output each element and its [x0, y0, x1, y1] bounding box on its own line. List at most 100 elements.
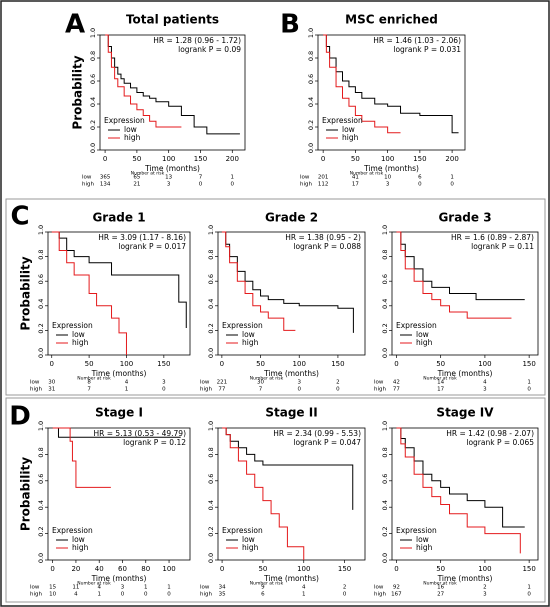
plot-frame [47, 231, 191, 356]
risk-count: 1 [302, 592, 306, 598]
survival-curve [396, 427, 525, 528]
risk-row-label: high [300, 182, 313, 188]
x-tick-label: 0 [321, 155, 325, 163]
risk-table-title: Number at risk [250, 581, 284, 587]
x-tick-label: 0 [103, 155, 107, 163]
risk-row-label: low [374, 380, 384, 386]
x-tick-label: 100 [162, 565, 175, 573]
x-tick-label: 0 [220, 565, 224, 573]
x-tick-label: 150 [413, 155, 426, 163]
y-tick-label: 0.0 [207, 553, 215, 563]
risk-count: 0 [231, 182, 235, 188]
x-axis-label: Time (months) [263, 369, 319, 378]
risk-count: 1 [527, 585, 531, 591]
risk-count: 9 [261, 585, 265, 591]
annotation: logrank P = 0.088 [293, 242, 361, 251]
y-tick-label: 1.0 [37, 421, 45, 431]
risk-row-label: high [200, 592, 213, 598]
risk-count: 0 [297, 387, 301, 393]
risk-count: 30 [257, 380, 264, 386]
risk-table-title: Number at risk [250, 376, 284, 382]
risk-count: 3 [167, 182, 171, 188]
chart-title: Stage I [95, 406, 143, 420]
risk-count: 0 [162, 387, 166, 393]
risk-table-title: Number at risk [77, 581, 111, 587]
plot-frame [99, 34, 246, 151]
risk-count: 2 [483, 585, 487, 591]
x-tick-label: 150 [522, 360, 535, 368]
chart-title: Grade 1 [92, 211, 145, 225]
risk-count: 4 [302, 585, 306, 591]
plot-frame [391, 427, 539, 561]
risk-count: 7 [259, 387, 263, 393]
legend-label: high [242, 338, 259, 347]
x-tick-label: 100 [381, 155, 394, 163]
legend-label: low [342, 125, 355, 134]
x-tick-label: 0 [50, 565, 54, 573]
risk-count: 42 [393, 380, 400, 386]
legend-label: high [72, 338, 89, 347]
survival-curve [51, 231, 187, 328]
risk-count: 17 [352, 182, 359, 188]
y-tick-label: 0.8 [307, 51, 315, 61]
risk-count: 8 [87, 380, 91, 386]
legend-label: low [124, 125, 137, 134]
y-tick-label: 0.0 [89, 143, 97, 153]
annotation: logrank P = 0.031 [393, 45, 461, 54]
legend-label: low [72, 535, 85, 544]
risk-table-title: Number at risk [77, 376, 111, 382]
x-tick-label: 150 [338, 565, 351, 573]
y-tick-label: 0.6 [207, 474, 215, 484]
x-tick-label: 80 [141, 565, 150, 573]
survival-curve [323, 34, 401, 134]
risk-count: 6 [418, 175, 422, 181]
y-tick-label: 0.8 [89, 51, 97, 61]
chart-title: MSC enriched [345, 13, 438, 27]
x-tick-label: 100 [120, 360, 133, 368]
risk-count: 92 [393, 585, 400, 591]
y-tick-label: 0.0 [37, 553, 45, 563]
risk-count: 167 [391, 592, 402, 598]
x-tick-label: 100 [297, 565, 310, 573]
y-axis-label: Probability [71, 55, 85, 129]
row-frame [5, 397, 546, 603]
risk-count: 2 [343, 585, 347, 591]
legend-label: high [342, 133, 359, 142]
y-tick-label: 0.2 [307, 120, 315, 130]
y-tick-label: 0.6 [307, 74, 315, 84]
annotation: logrank P = 0.065 [466, 438, 534, 447]
risk-count: 1 [167, 585, 171, 591]
survival-curve [51, 231, 127, 355]
plot-frame [47, 427, 191, 561]
y-tick-label: 0.6 [37, 474, 45, 484]
risk-table-title: Number at risk [423, 376, 457, 382]
chart-title: Stage II [265, 406, 317, 420]
y-tick-label: 1.0 [207, 225, 215, 235]
risk-row-label: low [200, 585, 210, 591]
risk-count: 77 [218, 387, 225, 393]
risk-row-label: low [82, 175, 92, 181]
x-axis-label: Time (months) [263, 574, 319, 583]
risk-count: 0 [121, 592, 125, 598]
risk-count: 0 [343, 592, 347, 598]
x-tick-label: 150 [194, 155, 207, 163]
x-axis-label: Time (months) [91, 574, 147, 583]
x-tick-label: 0 [220, 360, 224, 368]
y-tick-label: 0.2 [381, 526, 389, 536]
y-tick-label: 1.0 [307, 28, 315, 38]
y-tick-label: 0.6 [37, 274, 45, 284]
x-tick-label: 50 [258, 565, 267, 573]
legend-label: low [416, 535, 429, 544]
survival-curve [396, 231, 512, 319]
x-tick-label: 100 [478, 360, 491, 368]
risk-count: 3 [121, 585, 125, 591]
legend-title: Expression [52, 321, 93, 330]
x-tick-label: 20 [71, 565, 80, 573]
annotation: HR = 1.28 (0.96 - 1.72) [153, 36, 241, 45]
annotation: logrank P = 0.11 [471, 242, 534, 251]
annotation: HR = 1.6 (0.89 - 2.87) [451, 233, 534, 242]
y-tick-label: 0.4 [37, 299, 45, 309]
risk-count: 4 [125, 380, 129, 386]
y-tick-label: 0.8 [207, 249, 215, 259]
